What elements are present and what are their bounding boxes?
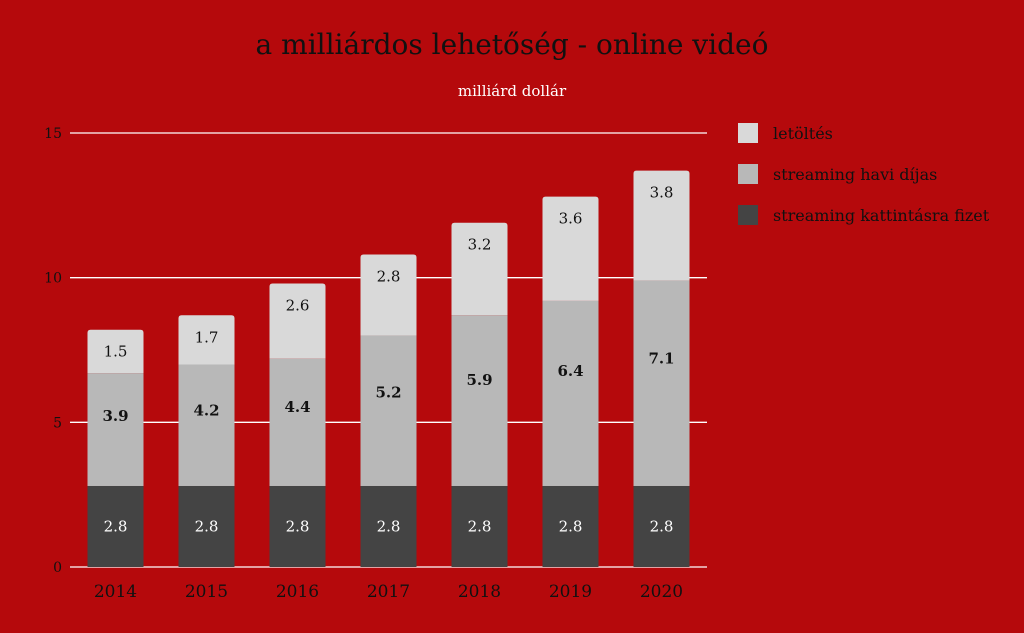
data-label: 3.8 [650,184,674,202]
x-tick-label: 2020 [640,582,683,602]
x-tick-label: 2015 [185,582,228,602]
data-label: 1.5 [104,342,128,360]
data-label: 3.6 [559,210,583,228]
legend-item: letöltés [738,122,989,144]
bar-segment [269,358,326,486]
bar-segment [87,329,144,374]
bar-segment [542,196,599,301]
y-tick-label: 5 [53,415,62,431]
bar-segment [633,170,690,281]
data-label: 2.8 [468,517,492,535]
data-label: 2.8 [377,517,401,535]
data-label: 5.9 [466,371,492,389]
data-label: 1.7 [195,328,219,346]
x-tick-label: 2017 [367,582,410,602]
bar-segment [87,485,144,567]
data-label: 3.9 [102,407,128,425]
legend-label: streaming havi díjas [773,164,938,184]
data-label: 2.8 [377,268,401,286]
bar-segment [360,485,417,567]
bar-segment [451,485,508,567]
data-label: 2.8 [650,517,674,535]
bar-segment [178,364,235,486]
bar-segment [87,373,144,486]
data-label: 7.1 [648,350,674,368]
chart-legend: letöltés streaming havi díjas streaming … [738,122,989,245]
data-label: 4.4 [284,398,310,416]
x-tick-label: 2016 [276,582,319,602]
legend-swatch [738,123,758,143]
bar-segment [451,315,508,486]
data-label: 2.8 [104,517,128,535]
bar-segment [451,222,508,316]
data-label: 5.2 [375,384,401,402]
y-tick-label: 10 [44,271,62,287]
bar-segment [178,485,235,567]
bar-segment [269,485,326,567]
x-tick-label: 2018 [458,582,501,602]
data-label: 3.2 [468,236,492,254]
bar-segment [269,283,326,359]
bar-segment [542,300,599,486]
data-label: 2.6 [286,296,310,314]
y-tick-label: 0 [53,560,62,576]
legend-item: streaming kattintásra fizet [738,204,989,226]
legend-swatch [738,205,758,225]
bar-segment [360,254,417,336]
bar-segment [360,335,417,486]
bar-segment [633,280,690,486]
data-label: 4.2 [193,402,219,420]
data-label: 2.8 [286,517,310,535]
legend-swatch [738,164,758,184]
x-tick-label: 2014 [94,582,137,602]
y-tick-label: 15 [44,126,62,142]
bar-segment [178,315,235,365]
legend-item: streaming havi díjas [738,163,989,185]
data-label: 6.4 [557,362,583,380]
chart-title: a milliárdos lehetőség - online videó [255,28,769,61]
legend-label: streaming kattintásra fizet [773,205,990,225]
data-label: 2.8 [195,517,219,535]
data-label: 2.8 [559,517,583,535]
x-tick-label: 2019 [549,582,592,602]
bar-segment [542,485,599,567]
legend-label: letöltés [773,123,833,143]
chart-subtitle: milliárd dollár [457,82,567,100]
bar-segment [633,485,690,567]
